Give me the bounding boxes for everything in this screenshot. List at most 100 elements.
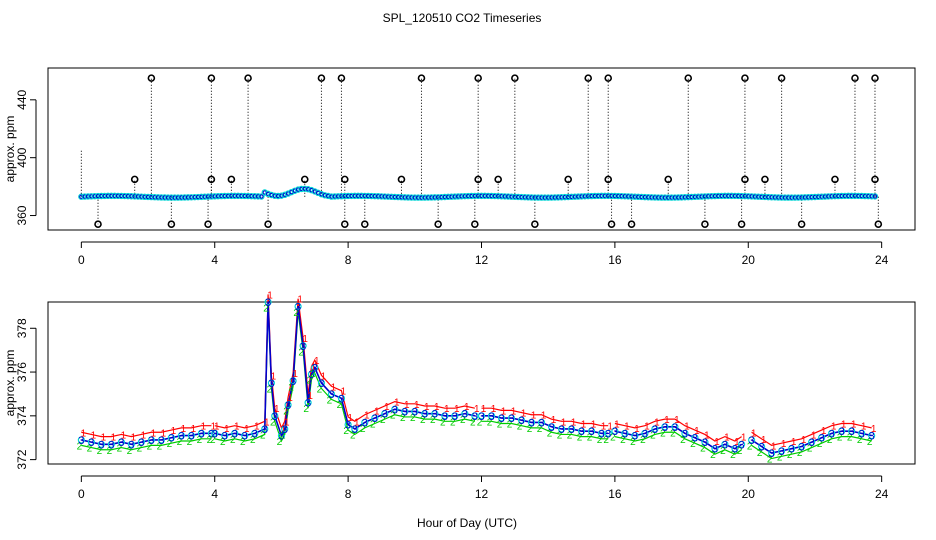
baseline-point-cyan <box>621 193 629 200</box>
data-point <box>197 429 205 437</box>
baseline-point-cyan <box>831 192 839 200</box>
data-point <box>157 436 165 444</box>
data-point <box>411 407 419 416</box>
baseline-point-cyan <box>78 193 85 200</box>
spike-point-high <box>417 74 426 82</box>
data-point <box>304 399 312 407</box>
series-3-label: 3 <box>692 433 698 445</box>
series-1-label: 1 <box>171 426 177 437</box>
data-point <box>77 436 85 444</box>
series-2-label: 2 <box>867 437 873 448</box>
series-1-label: 1 <box>364 411 370 422</box>
spike-point-mid <box>664 175 673 184</box>
baseline-point-cyan <box>768 194 775 201</box>
baseline-point-cyan <box>324 192 332 200</box>
spike-point-low <box>607 220 616 229</box>
series-3-label: 3 <box>558 424 564 436</box>
baseline-point-cyan <box>428 194 435 201</box>
series-1-label: 1 <box>274 404 280 415</box>
series-2-label: 2 <box>847 433 853 444</box>
data-point <box>818 434 826 442</box>
baseline-point-cyan <box>181 194 188 201</box>
baseline-point-cyan <box>608 192 615 200</box>
series-1-label: 1 <box>761 435 767 446</box>
baseline-point-cyan <box>858 192 865 200</box>
baseline-point-cyan <box>531 194 539 201</box>
baseline-point-cyan <box>364 192 372 200</box>
baseline-point-cyan <box>758 193 765 201</box>
series-3-label: 3 <box>168 433 174 445</box>
series-3-label: 3 <box>282 424 288 436</box>
series-2-label: 2 <box>807 444 813 455</box>
series-1-label: 1 <box>101 433 107 444</box>
series-3-label: 3 <box>819 433 825 445</box>
baseline-point-cyan <box>434 194 442 201</box>
series-3-label: 3 <box>242 431 248 443</box>
baseline-point-cyan <box>328 193 335 200</box>
spike-point-low <box>167 220 176 229</box>
baseline-point-cyan <box>828 193 835 200</box>
series-1-label: 1 <box>541 411 547 422</box>
series-2-label: 2 <box>547 428 553 439</box>
series-2-label: 2 <box>220 437 226 448</box>
baseline-point-cyan <box>851 192 859 200</box>
baseline-point-cyan <box>568 193 575 201</box>
baseline-point-cyan <box>681 194 689 201</box>
series-2-label: 2 <box>97 446 103 457</box>
baseline-point-cyan <box>565 193 572 201</box>
series-2-label: 2 <box>303 404 309 415</box>
series-3-label: 3 <box>712 444 718 456</box>
spike-point-low <box>434 220 442 229</box>
data-point <box>567 425 576 433</box>
baseline-point-cyan <box>394 193 402 201</box>
series-2-label: 2 <box>298 347 304 358</box>
series-3-label: 3 <box>789 444 795 456</box>
baseline-point-cyan <box>404 194 412 201</box>
series-3-label: 3 <box>829 428 835 440</box>
baseline-point-cyan <box>514 193 522 201</box>
data-point <box>681 429 689 437</box>
series-3-label: 3 <box>352 424 358 436</box>
baseline-point-cyan <box>811 193 819 201</box>
series-3-label: 3 <box>138 437 144 449</box>
baseline-point-cyan <box>384 193 392 200</box>
baseline-point-cyan <box>761 193 769 201</box>
baseline-point-cyan <box>138 193 145 200</box>
spike-point-low <box>797 220 806 229</box>
baseline-point-cyan <box>144 193 152 201</box>
series-1-label: 1 <box>307 391 313 402</box>
series-3-label: 3 <box>422 409 428 421</box>
series-2-label: 2 <box>280 430 286 441</box>
top-x-tick-label: 12 <box>475 253 489 267</box>
series-3-label: 3 <box>849 426 855 438</box>
series-3-label: 3 <box>362 417 368 429</box>
data-point <box>361 418 369 427</box>
baseline-point-cyan <box>678 194 685 201</box>
series-1-label: 1 <box>311 363 317 374</box>
baseline-point-cyan <box>168 194 175 201</box>
data-point <box>264 298 272 306</box>
series-3-label: 3 <box>662 422 668 434</box>
spike-point-mid <box>340 175 349 184</box>
series-3-label: 3 <box>338 393 344 405</box>
data-point <box>731 445 739 453</box>
bottom-plot-frame <box>47 301 916 465</box>
series-3-label: 3 <box>268 378 274 390</box>
series-2-label: 2 <box>77 441 83 452</box>
baseline-point-cyan <box>81 193 88 200</box>
series-1-label: 1 <box>111 433 117 444</box>
baseline-point-cyan <box>431 194 439 201</box>
series-1-label: 1 <box>121 430 127 441</box>
series-3-label: 3 <box>498 413 504 425</box>
spike-point-high <box>741 74 749 82</box>
baseline-point-cyan <box>204 193 212 200</box>
data-point <box>271 412 279 420</box>
data-point <box>431 410 439 418</box>
bottom-y-tick-label: 372 <box>15 449 29 469</box>
series-3-label: 3 <box>372 413 378 425</box>
baseline-point-cyan <box>748 193 755 200</box>
series-1-label: 1 <box>634 424 640 435</box>
top-spike-lines <box>80 78 879 225</box>
spike-point-mid <box>494 175 502 184</box>
main-title: SPL_120510 CO2 Timeseries <box>383 11 542 25</box>
